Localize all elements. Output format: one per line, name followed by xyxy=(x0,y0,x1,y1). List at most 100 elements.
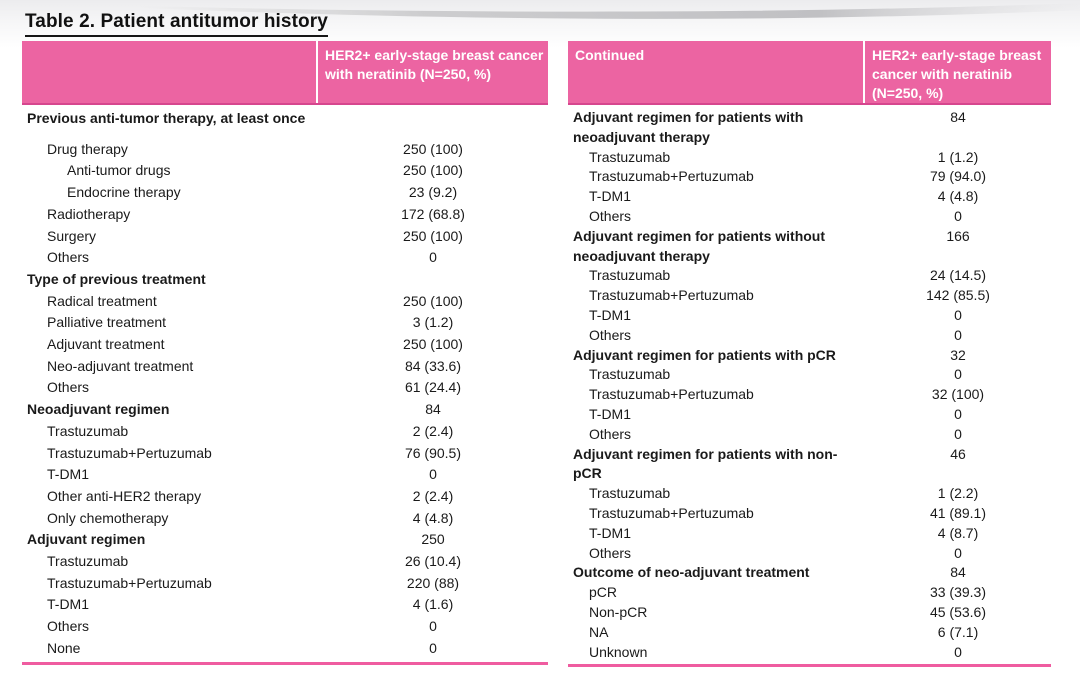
row-label: Trastuzumab xyxy=(589,148,671,165)
row-value: 0 xyxy=(954,544,962,561)
row-label: Anti-tumor drugs xyxy=(67,162,171,179)
table-row: Surgery 250 (100) xyxy=(22,226,548,248)
row-label: Unknown xyxy=(589,643,648,660)
table-row: Adjuvant regimen for patients with pCR 32 xyxy=(568,346,1051,366)
row-value: 250 xyxy=(421,531,445,548)
table-row: NA 6 (7.1) xyxy=(568,623,1051,643)
table-row: Adjuvant regimen 250 xyxy=(22,529,548,551)
row-label: Only chemotherapy xyxy=(47,509,169,526)
page-title: Table 2. Patient antitumor history xyxy=(25,11,328,37)
row-label: Previous anti-tumor therapy, at least on… xyxy=(27,110,306,126)
table-row: Trastuzumab 26 (10.4) xyxy=(22,551,548,573)
row-value: 250 (100) xyxy=(403,336,463,353)
row-label: pCR xyxy=(589,584,618,601)
row-value: 46 xyxy=(950,445,966,462)
row-label: T-DM1 xyxy=(589,405,631,422)
row-label: Other anti-HER2 therapy xyxy=(47,487,202,504)
header-value-cell: HER2+ early-stage breast cancer with ner… xyxy=(325,47,544,82)
row-label: Others xyxy=(589,207,632,224)
table-header: Continued HER2+ early-stage breast cance… xyxy=(568,41,1051,105)
table-row: Adjuvant regimen for patients with non-p… xyxy=(568,445,1051,485)
row-label: T-DM1 xyxy=(589,306,631,323)
row-value: 61 (24.4) xyxy=(404,379,462,396)
row-value: 250 (100) xyxy=(403,140,463,157)
row-label: T-DM1 xyxy=(47,596,89,613)
table-row: Others 0 xyxy=(568,207,1051,227)
table-row: Only chemotherapy 4 (4.8) xyxy=(22,508,548,530)
table-row: T-DM1 0 xyxy=(22,464,548,486)
row-label: Others xyxy=(589,326,632,343)
table-body: Previous anti-tumor therapy, at least on… xyxy=(22,105,548,665)
header-continued-cell: Continued xyxy=(568,41,865,103)
table-row: T-DM1 4 (1.6) xyxy=(22,594,548,616)
row-value: 24 (14.5) xyxy=(929,267,987,284)
row-value: 0 xyxy=(954,366,962,383)
row-value: 250 (100) xyxy=(403,162,463,179)
row-value: 41 (89.1) xyxy=(929,504,987,521)
table-row: Other anti-HER2 therapy 2 (2.4) xyxy=(22,486,548,508)
row-value: 0 xyxy=(429,639,437,656)
table-row: Trastuzumab+Pertuzumab 220 (88) xyxy=(22,573,548,595)
table-row: Unknown 0 xyxy=(568,643,1051,663)
row-label: Surgery xyxy=(47,227,97,244)
row-label: Adjuvant regimen for patients with non-p… xyxy=(573,445,838,482)
row-label: Trastuzumab+Pertuzumab xyxy=(589,287,754,304)
row-value: 250 (100) xyxy=(403,292,463,309)
table-row: T-DM1 0 xyxy=(568,306,1051,326)
row-value: 166 xyxy=(946,227,970,244)
row-label: Adjuvant regimen xyxy=(27,531,146,548)
row-value: 84 xyxy=(425,401,441,418)
table-row: T-DM1 0 xyxy=(568,405,1051,425)
table-row: Neo-adjuvant treatment 84 (33.6) xyxy=(22,356,548,378)
row-value: 4 (4.8) xyxy=(412,509,454,526)
row-label: T-DM1 xyxy=(47,466,89,483)
row-value: 32 (100) xyxy=(931,386,985,403)
row-label: Trastuzumab+Pertuzumab xyxy=(47,444,212,461)
row-value: 26 (10.4) xyxy=(404,553,462,570)
row-value: 45 (53.6) xyxy=(929,603,987,620)
table-row: Trastuzumab 1 (1.2) xyxy=(568,148,1051,168)
table-row: Others 61 (24.4) xyxy=(22,377,548,399)
row-label: Outcome of neo-adjuvant treatment xyxy=(573,564,810,581)
table-row: Trastuzumab 24 (14.5) xyxy=(568,266,1051,286)
row-label: Adjuvant regimen for patients without ne… xyxy=(573,227,826,264)
row-label: T-DM1 xyxy=(589,188,631,205)
header-corner-cell xyxy=(22,41,318,103)
row-label: Trastuzumab+Pertuzumab xyxy=(47,574,212,591)
row-value: 1 (1.2) xyxy=(937,148,979,165)
row-label: Trastuzumab xyxy=(589,485,671,502)
table-row: pCR 33 (39.3) xyxy=(568,583,1051,603)
row-value: 79 (94.0) xyxy=(929,168,987,185)
row-label: None xyxy=(47,639,81,656)
table-row: Radiotherapy 172 (68.8) xyxy=(22,204,548,226)
table-row: Trastuzumab 2 (2.4) xyxy=(22,421,548,443)
table-row: Others 0 xyxy=(568,544,1051,564)
row-value: 0 xyxy=(954,326,962,343)
row-value: 4 (8.7) xyxy=(937,524,979,541)
table-row: Type of previous treatment xyxy=(22,269,548,291)
table-row: Others 0 xyxy=(22,616,548,638)
row-value: 0 xyxy=(954,306,962,323)
row-value: 84 xyxy=(950,564,966,581)
table-row: Trastuzumab+Pertuzumab 76 (90.5) xyxy=(22,443,548,465)
row-label: Endocrine therapy xyxy=(67,184,181,201)
top-swoosh-decoration xyxy=(140,3,1080,19)
table-row: Adjuvant regimen for patients without ne… xyxy=(568,227,1051,267)
row-label: Adjuvant treatment xyxy=(47,336,165,353)
row-label: Neo-adjuvant treatment xyxy=(47,357,194,374)
table-row: Anti-tumor drugs 250 (100) xyxy=(22,160,548,182)
row-value: 0 xyxy=(429,249,437,266)
row-value: 1 (2.2) xyxy=(937,485,979,502)
row-value: 0 xyxy=(954,405,962,422)
row-value: 4 (4.8) xyxy=(937,188,979,205)
row-value: 220 (88) xyxy=(406,574,460,591)
row-value: 4 (1.6) xyxy=(412,596,454,613)
row-label: Trastuzumab xyxy=(589,267,671,284)
row-label: Others xyxy=(47,618,90,635)
row-label: Others xyxy=(589,544,632,561)
table-row: Trastuzumab 1 (2.2) xyxy=(568,484,1051,504)
row-label: Others xyxy=(47,249,90,266)
row-label: Palliative treatment xyxy=(47,314,167,331)
row-label: Non-pCR xyxy=(589,603,648,620)
row-value: 0 xyxy=(954,643,962,660)
